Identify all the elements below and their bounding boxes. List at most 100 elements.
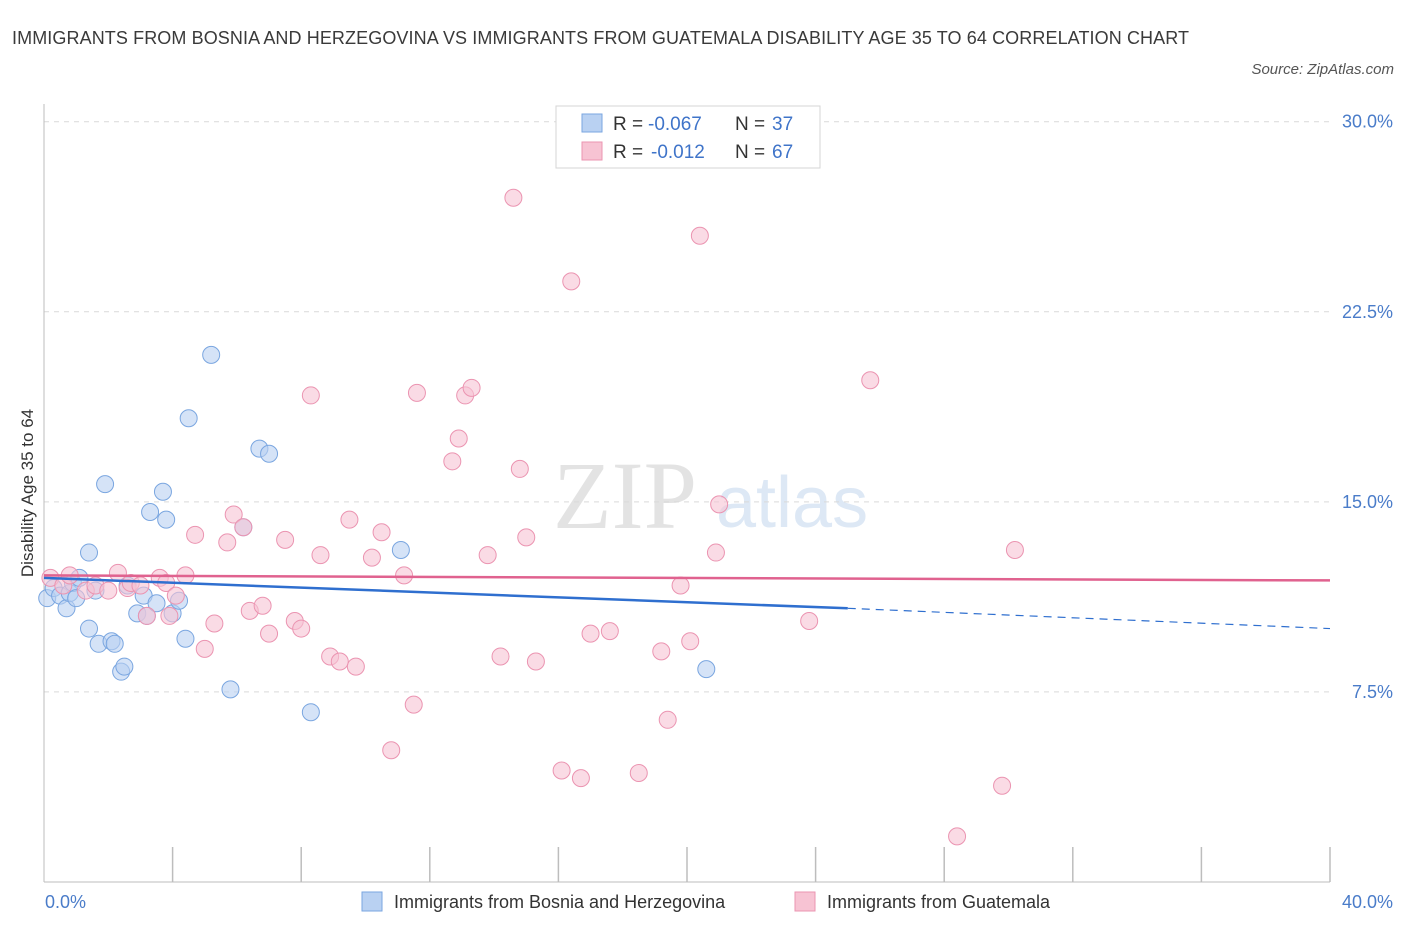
guatemala-point-60 <box>690 226 709 245</box>
guatemala-point-56 <box>652 642 671 661</box>
guatemala-point-25 <box>276 530 295 549</box>
guatemala-point-61 <box>706 543 725 562</box>
guatemala-point-55 <box>629 764 648 783</box>
guatemala-point-27 <box>292 619 311 638</box>
legend-r-label-bosnia: R = <box>613 114 643 135</box>
y-tick-labels: 30.0% 22.5% 15.0% 7.5% <box>1342 112 1393 702</box>
guatemala-point-50 <box>552 761 571 780</box>
bosnia-point-28 <box>179 409 198 428</box>
guatemala-point-39 <box>407 383 426 402</box>
trend-lines <box>43 574 1331 630</box>
bosnia-point-35 <box>391 541 410 560</box>
guatemala-point-49 <box>526 652 545 671</box>
guatemala-point-35 <box>372 523 391 542</box>
guatemala-point-14 <box>166 586 185 605</box>
guatemala-point-67 <box>948 827 967 846</box>
bosnia-point-16 <box>115 657 134 676</box>
trend-line-bosnia-extension <box>847 607 1331 630</box>
bosnia-point-21 <box>141 503 160 522</box>
x-tick-label-max: 40.0% <box>1342 892 1393 912</box>
y-tick-label-3: 7.5% <box>1352 682 1393 702</box>
trend-line-bosnia <box>43 576 848 610</box>
guatemala-point-20 <box>224 505 243 524</box>
bosnia-point-34 <box>301 703 320 722</box>
guatemala-point-23 <box>253 596 272 615</box>
bottom-legend-swatch-guatemala <box>794 891 816 912</box>
legend-n-value-guatemala: 67 <box>772 142 793 163</box>
y-tick-label-1: 22.5% <box>1342 302 1393 322</box>
guatemala-point-43 <box>462 378 481 397</box>
x-ticks <box>171 847 1331 882</box>
guatemala-point-34 <box>362 548 381 567</box>
legend-swatch-guatemala <box>581 141 603 161</box>
guatemala-point-54 <box>600 622 619 641</box>
guatemala-point-38 <box>404 695 423 714</box>
guatemala-point-10 <box>137 606 156 625</box>
watermark-atlas: atlas <box>716 463 868 543</box>
guatemala-point-47 <box>510 459 529 478</box>
guatemala-point-57 <box>658 710 677 729</box>
guatemala-point-21 <box>234 518 253 537</box>
legend-r-value-guatemala: -0.012 <box>651 142 705 163</box>
guatemala-point-36 <box>382 741 401 760</box>
guatemala-point-9 <box>131 576 150 595</box>
guatemala-point-18 <box>205 614 224 633</box>
chart-source: Source: ZipAtlas.com <box>1251 61 1394 78</box>
bottom-legend-label-bosnia: Immigrants from Bosnia and Herzegovina <box>394 892 726 912</box>
legend-r-value-bosnia: -0.067 <box>648 114 702 135</box>
bottom-legend-label-guatemala: Immigrants from Guatemala <box>827 892 1051 912</box>
chart-title: IMMIGRANTS FROM BOSNIA AND HERZEGOVINA V… <box>12 28 1190 48</box>
bottom-legend: Immigrants from Bosnia and Herzegovina I… <box>361 891 1051 912</box>
bosnia-point-33 <box>260 444 279 463</box>
legend: R = -0.067 N = 37 R = -0.012 N = 67 <box>555 105 821 169</box>
watermark: ZIP atlas <box>553 442 868 549</box>
guatemala-point-17 <box>195 639 214 658</box>
guatemala-point-33 <box>346 657 365 676</box>
y-tick-label-0: 30.0% <box>1342 112 1393 132</box>
guatemala-point-13 <box>160 606 179 625</box>
guatemala-point-32 <box>340 510 359 529</box>
guatemala-point-41 <box>449 429 468 448</box>
guatemala-point-64 <box>861 371 880 390</box>
legend-n-value-bosnia: 37 <box>772 114 793 135</box>
bottom-legend-swatch-bosnia <box>361 891 383 912</box>
y-axis-title: Disability Age 35 to 64 <box>18 409 37 577</box>
x-tick-label-min: 0.0% <box>45 892 86 912</box>
guatemala-point-45 <box>491 647 510 666</box>
guatemala-point-44 <box>478 546 497 565</box>
legend-n-label-guatemala: N = <box>735 142 765 163</box>
guatemala-point-40 <box>443 452 462 471</box>
bosnia-point-14 <box>105 634 124 653</box>
legend-swatch-bosnia <box>581 113 603 133</box>
grid-lines <box>44 121 1330 693</box>
bosnia-point-12 <box>96 475 115 494</box>
guatemala-point-48 <box>517 528 536 547</box>
bosnia-point-27 <box>176 629 195 648</box>
guatemala-point-53 <box>581 624 600 643</box>
guatemala-point-51 <box>562 272 581 291</box>
guatemala-point-29 <box>311 546 330 565</box>
guatemala-point-16 <box>186 525 205 544</box>
bosnia-point-23 <box>153 482 172 501</box>
trend-line-guatemala <box>43 574 1331 582</box>
bosnia-point-24 <box>157 510 176 529</box>
guatemala-point-58 <box>671 576 690 595</box>
guatemala-point-46 <box>504 188 523 207</box>
legend-r-label-guatemala: R = <box>613 142 643 163</box>
guatemala-point-66 <box>1005 541 1024 560</box>
bosnia-point-8 <box>80 619 99 638</box>
guatemala-point-59 <box>681 632 700 651</box>
bosnia-point-9 <box>80 543 99 562</box>
y-tick-label-2: 15.0% <box>1342 492 1393 512</box>
guatemala-point-19 <box>218 533 237 552</box>
bosnia-point-36 <box>697 660 716 679</box>
guatemala-point-62 <box>710 495 729 514</box>
guatemala-point-28 <box>301 386 320 405</box>
bosnia-point-22 <box>147 594 166 613</box>
guatemala-point-5 <box>99 581 118 600</box>
series-guatemala-points <box>41 188 1024 846</box>
guatemala-point-52 <box>571 769 590 788</box>
bosnia-point-29 <box>202 345 221 364</box>
watermark-zip: ZIP <box>553 442 697 549</box>
